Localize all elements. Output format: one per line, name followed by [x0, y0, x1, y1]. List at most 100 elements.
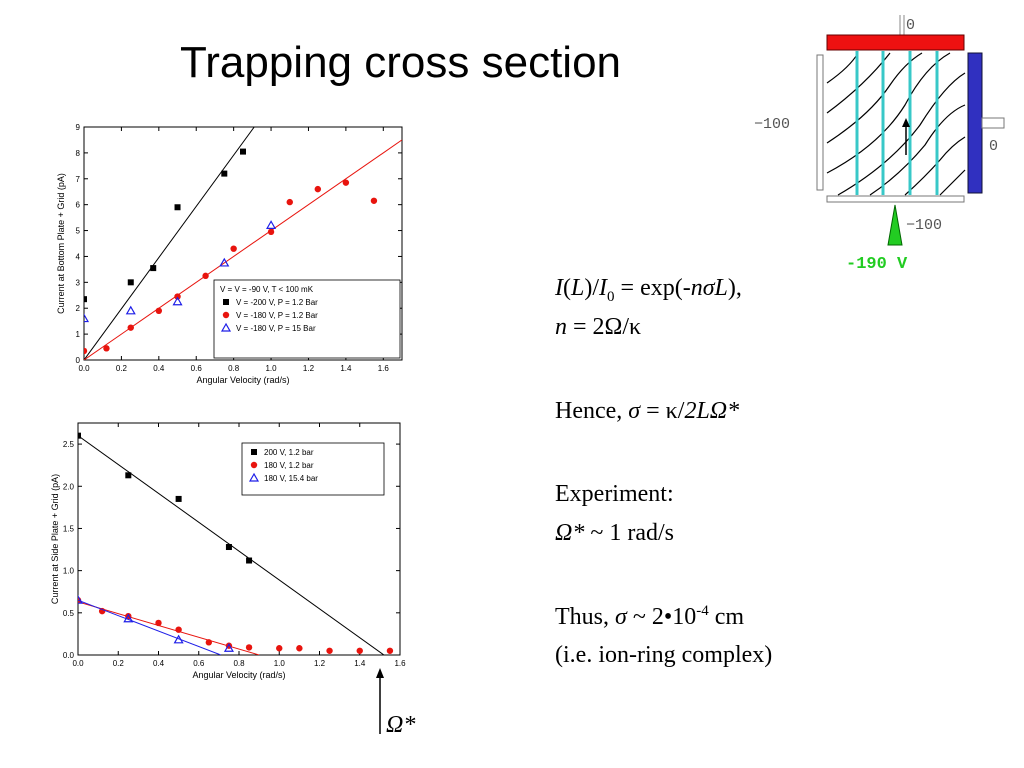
data-point	[266, 220, 277, 229]
x-axis-label: Angular Velocity (rad/s)	[192, 670, 285, 680]
y-tick-label: 0.0	[63, 651, 75, 660]
x-tick-label: 0.8	[228, 364, 240, 373]
x-tick-label: 0.6	[193, 659, 205, 668]
x-tick-label: 0.0	[78, 364, 90, 373]
plot-area	[84, 127, 402, 360]
legend-marker	[220, 322, 232, 332]
data-point	[356, 647, 363, 654]
data-point	[221, 170, 228, 177]
result-note: (i.e. ion-ring complex)	[555, 642, 773, 668]
data-point	[296, 645, 303, 652]
fit-line-1	[78, 601, 260, 655]
data-point	[386, 647, 394, 654]
bottom-plate	[826, 195, 965, 203]
page-title: Trapping cross section	[180, 38, 622, 87]
omega-star-marker: Ω*	[376, 668, 415, 738]
chart-side-plate: 0.0 0.2 0.4 0.6 0.8 1.0 1.2 1.4 1.6 0.0 0.5 1.0 1.5 2…	[50, 422, 406, 680]
legend-entry: V = -180 V, P = 15 Bar	[236, 324, 316, 333]
legend-marker	[251, 449, 257, 455]
data-point	[155, 619, 162, 627]
data-point	[230, 245, 237, 252]
x-tick-label: 1.2	[303, 364, 315, 373]
voltage-label: -190 V	[846, 255, 908, 274]
y-tick-label: 2.0	[63, 482, 75, 491]
legend-box	[213, 279, 401, 359]
equation-hence: Hence, σ = κ/2LΩ*	[555, 398, 739, 425]
eq-line6: Thus, σ ~ 2•10-4 cm	[555, 603, 745, 630]
legend-title: V = V = -90 V, T < 100 mK	[220, 285, 314, 294]
diagram-bottom-label: −100	[906, 217, 942, 234]
y-tick-label: 7	[76, 175, 81, 184]
legend-entry: 180 V, 1.2 bar	[264, 461, 314, 470]
equation-density: n = 2Ω/κ	[555, 314, 641, 341]
legend-entry: 180 V, 15.4 bar	[264, 474, 318, 483]
diagram-right-label: 0	[989, 138, 998, 155]
data-point	[205, 639, 213, 646]
y-tick-label: 9	[76, 123, 81, 132]
legend-entry: V = -200 V, P = 1.2 Bar	[236, 298, 318, 307]
data-point	[202, 272, 209, 280]
y-tick-label: 1	[76, 330, 81, 339]
x-tick-label: 0.4	[153, 659, 165, 668]
x-tick-label: 0.2	[113, 659, 125, 668]
x-tick-label: 0.6	[191, 364, 203, 373]
x-tick-label: 1.0	[265, 364, 277, 373]
data-point	[103, 345, 110, 352]
chart-bottom-plate: 0.0 0.2 0.4 0.6 0.8 1.0 1.2 1.4 1.6 0 1 2 3 4 5 6 7 8 9 Ang…	[56, 123, 403, 385]
y-tick-label: 5	[76, 227, 81, 236]
experiment-heading: Experiment:	[555, 481, 674, 507]
fit-line-2	[78, 599, 222, 655]
equation-attenuation: I(L)/I0 = exp(-nσL),	[555, 275, 742, 306]
legend-marker	[222, 311, 230, 319]
y-tick-label: 4	[76, 252, 81, 261]
eq-line3: Hence, σ = κ/2LΩ*	[555, 398, 740, 424]
y-tick-label: 2	[76, 304, 81, 313]
data-point	[127, 324, 134, 331]
x-tick-label: 1.0	[274, 659, 286, 668]
fit-line-0	[84, 127, 255, 360]
data-point	[173, 634, 184, 644]
data-point	[123, 613, 134, 623]
x-tick-label: 0.4	[153, 364, 165, 373]
y-tick-label: 8	[76, 149, 81, 158]
data-point	[223, 643, 234, 652]
data-point	[245, 644, 253, 651]
y-axis-label: Current at Bottom Plate + Grid (pA)	[56, 173, 66, 314]
diagram-left-label: −100	[754, 116, 790, 133]
y-tick-label: 1.5	[63, 524, 75, 533]
data-point	[175, 495, 182, 502]
x-tick-label: 0.2	[116, 364, 128, 373]
data-point	[314, 185, 322, 193]
y-tick-label: 1.0	[63, 567, 75, 576]
trap-diagram: 0 −100 0 −100 -190 V	[754, 15, 1005, 274]
eq-line5: Ω* ~ 1 rad/s	[555, 520, 674, 546]
x-tick-label: 0.8	[233, 659, 245, 668]
x-tick-label: 1.2	[314, 659, 326, 668]
data-point	[127, 279, 134, 286]
data-point	[246, 557, 253, 564]
x-axis-label: Angular Velocity (rad/s)	[196, 375, 289, 385]
data-point	[78, 432, 81, 439]
legend-entry: V = -180 V, P = 1.2 Bar	[236, 311, 318, 320]
y-axis-label: Current at Side Plate + Grid (pA)	[50, 474, 60, 604]
top-plate-red	[826, 34, 965, 51]
right-plate-blue	[967, 52, 983, 194]
equipotential-lines	[826, 52, 966, 196]
data-point	[267, 228, 275, 236]
y-tick-label: 2.5	[63, 440, 75, 449]
data-point	[172, 296, 183, 306]
right-tab	[981, 117, 1005, 129]
data-point	[240, 148, 246, 155]
data-point	[125, 472, 132, 479]
left-plate	[816, 54, 824, 191]
result-sigma: Thus, σ ~ 2•10-4 cm	[555, 603, 744, 631]
data-point	[84, 313, 90, 323]
eq-line1: I(L)/I0 = exp(-nσL),	[555, 275, 742, 305]
green-probe	[887, 204, 903, 246]
y-tick-label: 0.5	[63, 609, 75, 618]
data-point	[150, 265, 157, 272]
data-point	[78, 594, 84, 604]
data-point	[155, 307, 163, 315]
fit-line-1	[84, 139, 402, 360]
data-point	[276, 645, 283, 652]
